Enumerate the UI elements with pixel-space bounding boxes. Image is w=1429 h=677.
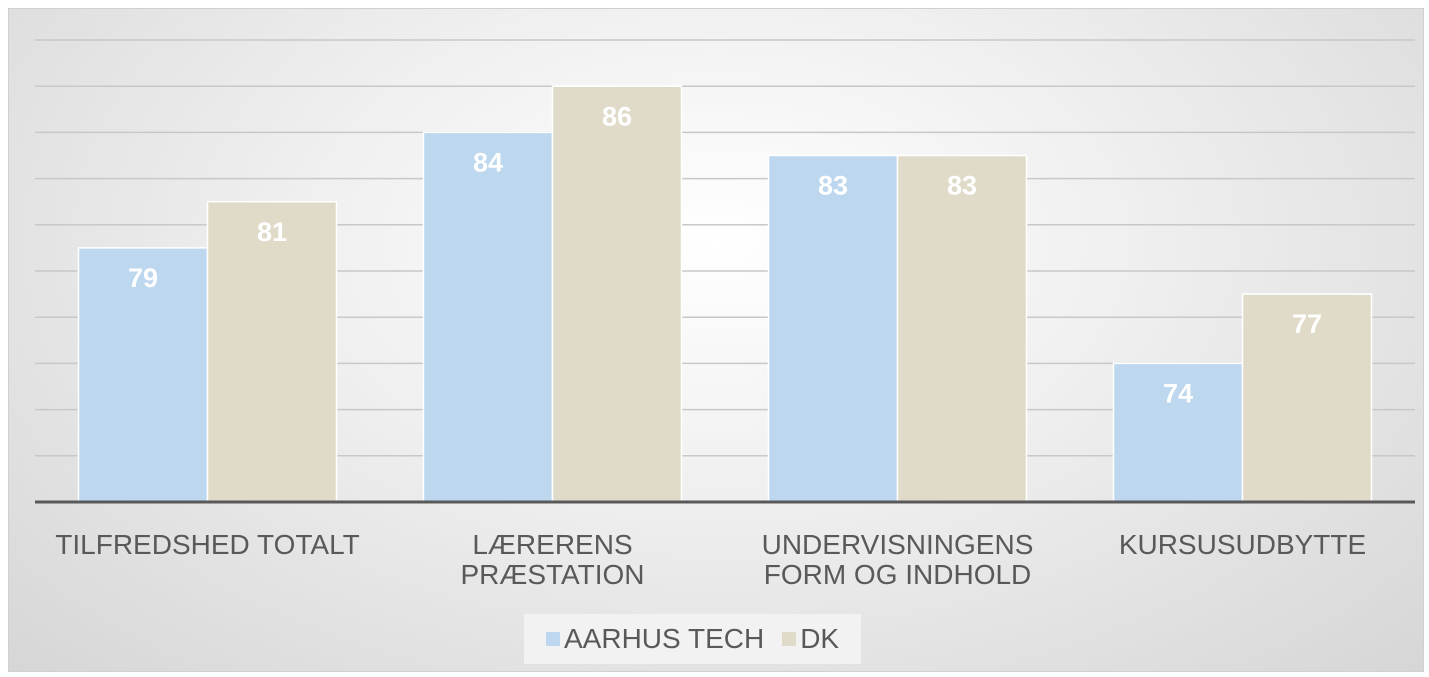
bar xyxy=(422,131,554,503)
legend-item: DK xyxy=(782,623,839,655)
bar xyxy=(1112,362,1244,503)
data-label: 83 xyxy=(947,171,977,201)
bar xyxy=(896,154,1028,503)
data-label: 81 xyxy=(257,217,287,247)
legend-label: AARHUS TECH xyxy=(564,623,765,654)
legend-swatch xyxy=(782,632,797,646)
bar xyxy=(1241,293,1373,503)
legend-item: AARHUS TECH xyxy=(546,623,764,655)
bar xyxy=(551,85,683,503)
legend-swatch xyxy=(546,632,560,646)
bar xyxy=(767,154,899,503)
data-label: 83 xyxy=(818,171,848,201)
data-label: 84 xyxy=(473,148,503,178)
x-tick-label: LÆRERENS PRÆSTATION xyxy=(460,529,645,590)
legend-label: DK xyxy=(800,623,840,654)
x-tick-label: TILFREDSHED TOTALT xyxy=(55,529,360,560)
data-label: 74 xyxy=(1163,379,1193,409)
x-tick-label: KURSUSUDBYTTE xyxy=(1118,529,1367,560)
bar xyxy=(77,247,209,503)
data-label: 77 xyxy=(1292,309,1322,339)
data-label: 86 xyxy=(602,101,632,131)
legend: AARHUS TECH DK xyxy=(524,614,862,664)
x-tick-label: UNDERVISNINGENS FORM OG INDHOLD xyxy=(761,529,1034,590)
data-label: 79 xyxy=(128,263,158,293)
bar xyxy=(206,200,338,503)
